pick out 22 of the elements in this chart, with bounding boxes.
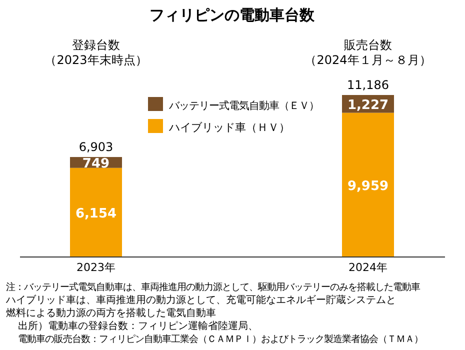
total-label: 6,903 bbox=[78, 140, 114, 154]
legend-label: バッテリー式電気自動車（ＥＶ） bbox=[168, 100, 319, 112]
text: 販売台数 bbox=[344, 38, 392, 52]
text: ハイブリッド車は、車両推進用の動力源として、充電可能なエネルギー貯蔵システムと bbox=[5, 294, 396, 306]
bar bbox=[70, 168, 122, 257]
total-label: 11,186 bbox=[347, 78, 389, 92]
x-tick-label: 2024年 bbox=[348, 261, 388, 274]
text: 登録台数 bbox=[72, 38, 120, 52]
text: 燃料による動力源の両方を搭載した電気自動車 bbox=[6, 307, 216, 319]
text: （2024年１月～８月） bbox=[304, 53, 432, 67]
data-label: 749 bbox=[82, 156, 110, 172]
bar bbox=[342, 112, 394, 257]
text: （2023年末時点） bbox=[44, 53, 148, 67]
legend-label: ハイブリッド車（ＨＶ） bbox=[168, 121, 290, 134]
data-label: 1,227 bbox=[347, 98, 389, 113]
chart-title: フィリピンの電動車台数 bbox=[150, 6, 316, 24]
text: 注：バッテリー式電気自動車は、車両推進用の動力源として、駆動用バッテリーのみを搭載した電動車 bbox=[6, 282, 420, 293]
data-label: 9,959 bbox=[347, 178, 389, 194]
text: 電動車の販売台数：フィリピン自動車工業会（ＣＡＭＰＩ）およびトラック製造業者協会（ＴＭＡ） bbox=[18, 334, 423, 345]
data-label: 6,154 bbox=[75, 206, 117, 222]
text: 出所）電動車の登録台数：フィリピン運輸省陸運局、 bbox=[18, 320, 258, 332]
x-tick-label: 2023年 bbox=[76, 261, 116, 274]
